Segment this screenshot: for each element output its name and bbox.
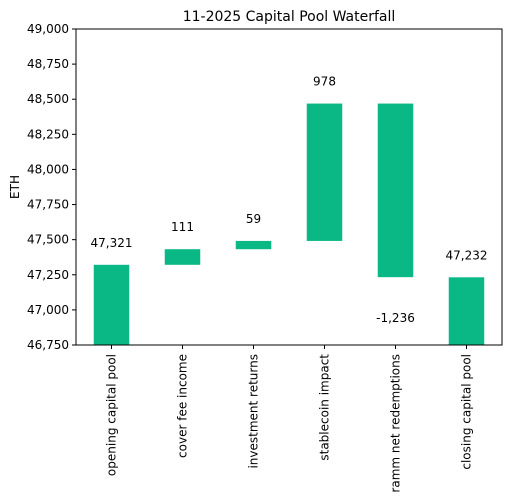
- y-axis: 46,750 47,000 47,250 47,500 47,750 48,000 48,2…: [27, 22, 76, 352]
- bar-5: [448, 277, 485, 345]
- y-tick-label-5: 48,000: [27, 162, 69, 176]
- plot-frame: [75, 28, 503, 346]
- bars-group: [93, 103, 485, 345]
- data-labels-group: 47,321 111 59 978 -1,236 47,232: [91, 75, 488, 326]
- data-label-0: 47,321: [91, 236, 133, 250]
- y-tick-label-3: 47,500: [27, 233, 69, 247]
- bar-2: [235, 240, 272, 250]
- x-tick-label-3: stablecoin impact: [318, 354, 332, 461]
- bar-0: [93, 264, 130, 345]
- x-tick-label-2: investment returns: [247, 354, 261, 469]
- y-axis-label: ETH: [8, 175, 22, 199]
- x-tick-label-5: closing capital pool: [460, 354, 474, 470]
- bar-3: [306, 103, 343, 241]
- y-tick-label-9: 49,000: [27, 22, 69, 36]
- x-axis: opening capital pool cover fee income inve…: [105, 345, 474, 493]
- y-tick-label-7: 48,500: [27, 92, 69, 106]
- data-label-5: 47,232: [446, 248, 488, 262]
- y-tick-label-8: 48,750: [27, 57, 69, 71]
- bar-4: [377, 103, 414, 278]
- y-tick-label-4: 47,750: [27, 198, 69, 212]
- y-tick-label-0: 46,750: [27, 338, 69, 352]
- chart-title: 11-2025 Capital Pool Waterfall: [183, 9, 396, 25]
- x-tick-label-1: cover fee income: [176, 354, 190, 458]
- x-tick-label-4: ramm net redemptions: [389, 354, 403, 493]
- y-tick-label-1: 47,000: [27, 303, 69, 317]
- data-label-3: 978: [313, 75, 336, 89]
- bar-1: [164, 249, 201, 265]
- x-tick-label-0: opening capital pool: [105, 354, 119, 476]
- data-label-2: 59: [246, 212, 261, 226]
- data-label-4: -1,236: [376, 311, 415, 325]
- y-tick-label-2: 47,250: [27, 268, 69, 282]
- data-label-1: 111: [171, 220, 194, 234]
- y-tick-label-6: 48,250: [27, 127, 69, 141]
